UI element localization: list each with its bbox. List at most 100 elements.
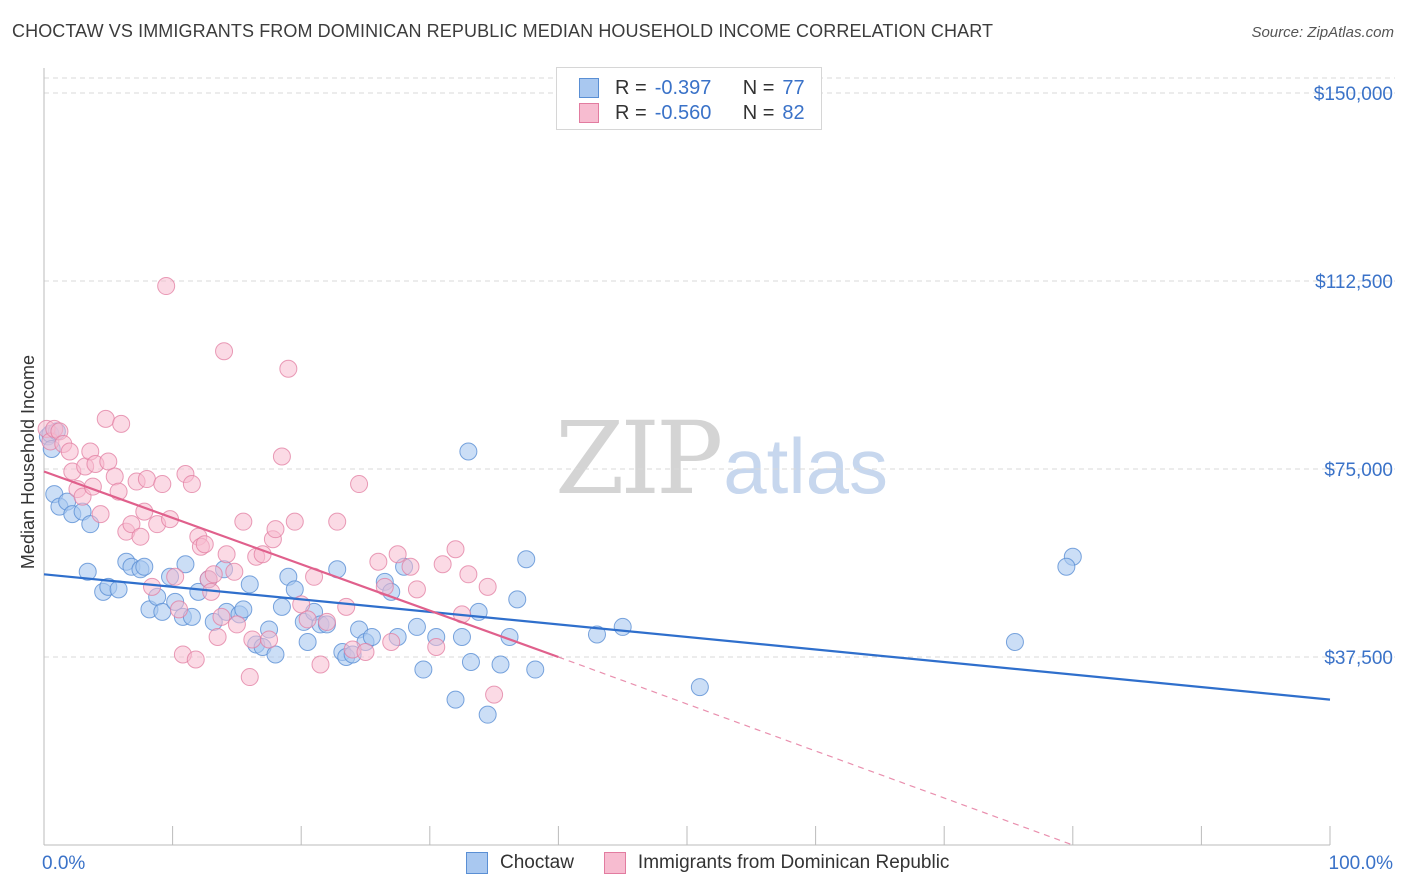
choctaw-point [517,550,536,569]
choctaw-swatch [466,852,488,874]
dominican-point [369,552,388,571]
watermark-atlas: atlas [723,422,889,510]
choctaw-point [478,705,497,724]
watermark-zip: ZIP [555,400,723,517]
choctaw-point [285,580,304,599]
choctaw-point [452,627,471,646]
dominican-point [143,577,162,596]
y-tick-label: $37,500 [1324,648,1393,669]
choctaw-point [240,575,259,594]
choctaw-point [78,562,97,581]
dominican-point [243,630,262,649]
legend-item-dominican[interactable]: Immigrants from Dominican Republic [603,852,950,874]
dominican-point [182,475,201,494]
dominican-point [427,637,446,656]
source-label: Source: ZipAtlas.com [1251,24,1394,41]
legend-label: Immigrants from Dominican Republic [637,852,950,873]
dominican-point [382,632,401,651]
dominican-point [485,685,504,704]
choctaw-point [272,597,291,616]
legend-row-dominican: R = -0.560 N = 82 [579,101,805,125]
dominican-point [433,555,452,574]
choctaw-point [587,625,606,644]
dominican-points [37,277,504,704]
dominican-point [328,512,347,531]
dominican-point [186,650,205,669]
legend-n-value: 77 [782,76,805,99]
dominican-point [266,520,285,539]
legend-r-value: -0.397 [654,76,712,99]
legend-r-label: R = [615,101,647,124]
dominican-point [208,627,227,646]
choctaw-point [508,590,527,609]
legend-n-label: N = [742,76,775,99]
choctaw-point [459,442,478,461]
choctaw-point [461,653,480,672]
dominican-point [131,527,150,546]
legend-r-value: -0.560 [654,101,712,124]
series-legend: Choctaw Immigrants from Dominican Republ… [466,852,979,874]
y-axis-label: Median Household Income [18,355,38,569]
dominican-point [225,562,244,581]
dominican-point [388,545,407,564]
dominican-point [298,610,317,629]
dominican-point [166,567,185,586]
choctaw-point [491,655,510,674]
dominican-point [407,580,426,599]
legend-r-label: R = [615,76,647,99]
dominican-point [170,600,189,619]
choctaw-point [446,690,465,709]
dominican-point [195,535,214,554]
choctaw-point [234,600,253,619]
dominican-point [96,409,115,428]
zipatlas-watermark: ZIPatlas [555,400,888,517]
choctaw-point [1005,632,1024,651]
choctaw-point [407,617,426,636]
axis-labels: $37,500 $75,000 $112,500 $150,000 0.0% 100.0%… [18,84,1393,874]
choctaw-points [38,422,1082,724]
dominican-swatch [579,103,599,123]
choctaw-point [414,660,433,679]
dominican-point [350,475,369,494]
dominican-point [227,615,246,634]
x-tick-label-end: 100.0% [1329,853,1394,874]
dominican-swatch [603,852,626,874]
chart-title: CHOCTAW VS IMMIGRANTS FROM DOMINICAN REP… [12,21,994,41]
choctaw-trend-line [43,573,1331,701]
dominican-point [153,475,172,494]
choctaw-point [266,645,285,664]
dominican-trend-extension [558,656,1074,846]
axes [43,68,1331,846]
dominican-point [204,565,223,584]
dominican-point [137,470,156,489]
dominican-point [105,467,124,486]
dominican-point [446,540,465,559]
dominican-point [91,505,110,524]
dominican-point [112,414,131,433]
dominican-point [311,655,330,674]
dominican-trend-line [43,470,559,659]
dominican-point [215,342,234,361]
dominican-point [99,452,118,471]
correlation-legend: R = -0.397 N = 77 R = -0.560 N = 82 [556,67,822,130]
choctaw-point [362,627,381,646]
dominican-point [122,515,141,534]
choctaw-point [1057,557,1076,576]
choctaw-point [176,555,195,574]
choctaw-point [298,632,317,651]
choctaw-point [109,580,128,599]
choctaw-point [526,660,545,679]
legend-label: Choctaw [500,852,574,873]
dominican-point [234,512,253,531]
choctaw-swatch [579,78,599,98]
dominican-point [217,545,236,564]
dominican-point [478,577,497,596]
legend-n-label: N = [742,101,775,124]
dominican-point [157,277,176,296]
legend-item-choctaw[interactable]: Choctaw [466,852,574,874]
dominican-point [240,668,259,687]
trend-lines [43,470,1331,846]
dominican-point [285,512,304,531]
dominican-point [337,597,356,616]
